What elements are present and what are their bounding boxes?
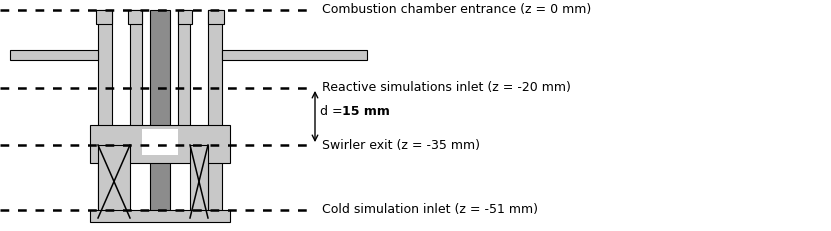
Text: Cold simulation inlet (z = -51 mm): Cold simulation inlet (z = -51 mm) xyxy=(322,204,538,216)
Text: Reactive simulations inlet (z = -20 mm): Reactive simulations inlet (z = -20 mm) xyxy=(322,82,571,94)
Bar xyxy=(142,129,178,155)
Bar xyxy=(178,10,192,24)
Text: 15 mm: 15 mm xyxy=(342,105,390,118)
Bar xyxy=(178,10,190,145)
Text: d =: d = xyxy=(320,105,347,118)
Bar xyxy=(128,10,142,24)
Bar xyxy=(130,10,142,145)
Bar xyxy=(98,10,112,218)
Bar xyxy=(190,145,208,218)
Bar xyxy=(150,10,170,218)
Bar xyxy=(96,10,112,24)
Bar xyxy=(222,50,367,60)
Bar xyxy=(208,10,224,24)
Text: Swirler exit (z = -35 mm): Swirler exit (z = -35 mm) xyxy=(322,139,480,152)
Bar xyxy=(10,50,98,60)
Text: Combustion chamber entrance (z = 0 mm): Combustion chamber entrance (z = 0 mm) xyxy=(322,3,591,16)
Bar xyxy=(98,145,130,218)
Bar xyxy=(208,10,222,218)
Bar xyxy=(90,210,230,222)
Bar xyxy=(90,125,230,163)
